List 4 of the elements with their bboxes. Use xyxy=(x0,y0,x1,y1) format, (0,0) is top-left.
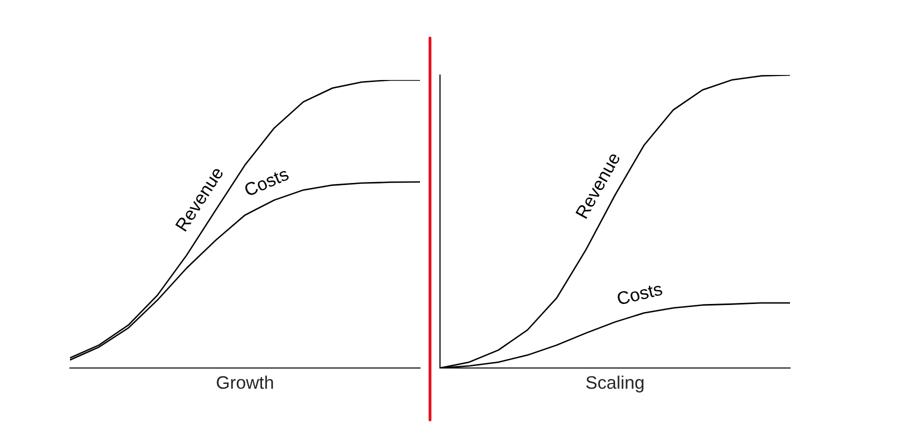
x-axis-title: Growth xyxy=(216,376,273,389)
text: Costs xyxy=(616,282,663,306)
text: Costs xyxy=(244,167,290,197)
x-axis-title: Scaling xyxy=(586,376,644,392)
